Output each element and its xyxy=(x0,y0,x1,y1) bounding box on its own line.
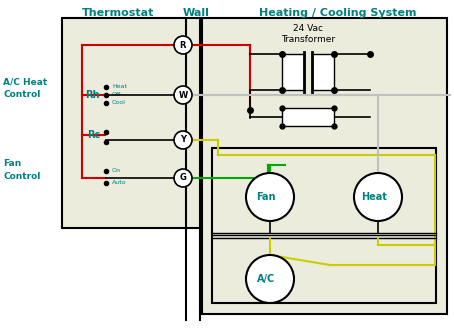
Text: W: W xyxy=(178,91,188,99)
Text: A/C: A/C xyxy=(257,274,275,284)
Bar xyxy=(212,148,436,303)
Text: Rc: Rc xyxy=(87,130,100,140)
Text: Thermostat: Thermostat xyxy=(82,8,154,18)
Text: Heat: Heat xyxy=(361,192,387,202)
Text: A/C Heat
Control: A/C Heat Control xyxy=(3,77,47,99)
Text: On: On xyxy=(112,168,121,173)
Text: Fan
Control: Fan Control xyxy=(3,159,40,181)
Bar xyxy=(282,108,334,126)
Text: Fan: Fan xyxy=(256,192,276,202)
Text: Heat: Heat xyxy=(112,84,127,89)
Bar xyxy=(62,18,202,228)
Text: Off: Off xyxy=(112,92,121,97)
Circle shape xyxy=(246,255,294,303)
Text: Heating / Cooling System: Heating / Cooling System xyxy=(259,8,417,18)
Bar xyxy=(312,54,334,90)
Text: G: G xyxy=(180,174,187,182)
Text: Rh: Rh xyxy=(85,90,100,100)
Text: Auto: Auto xyxy=(112,180,127,186)
Bar xyxy=(202,18,447,314)
Circle shape xyxy=(246,173,294,221)
Circle shape xyxy=(174,36,192,54)
Circle shape xyxy=(354,173,402,221)
Text: R: R xyxy=(180,40,186,50)
Text: Cool: Cool xyxy=(112,100,126,106)
Circle shape xyxy=(174,169,192,187)
Text: Y: Y xyxy=(180,135,186,145)
Bar xyxy=(282,54,304,90)
Text: 24 Vac
Transformer: 24 Vac Transformer xyxy=(281,24,335,44)
Text: Wall: Wall xyxy=(183,8,209,18)
Circle shape xyxy=(174,131,192,149)
Circle shape xyxy=(174,86,192,104)
